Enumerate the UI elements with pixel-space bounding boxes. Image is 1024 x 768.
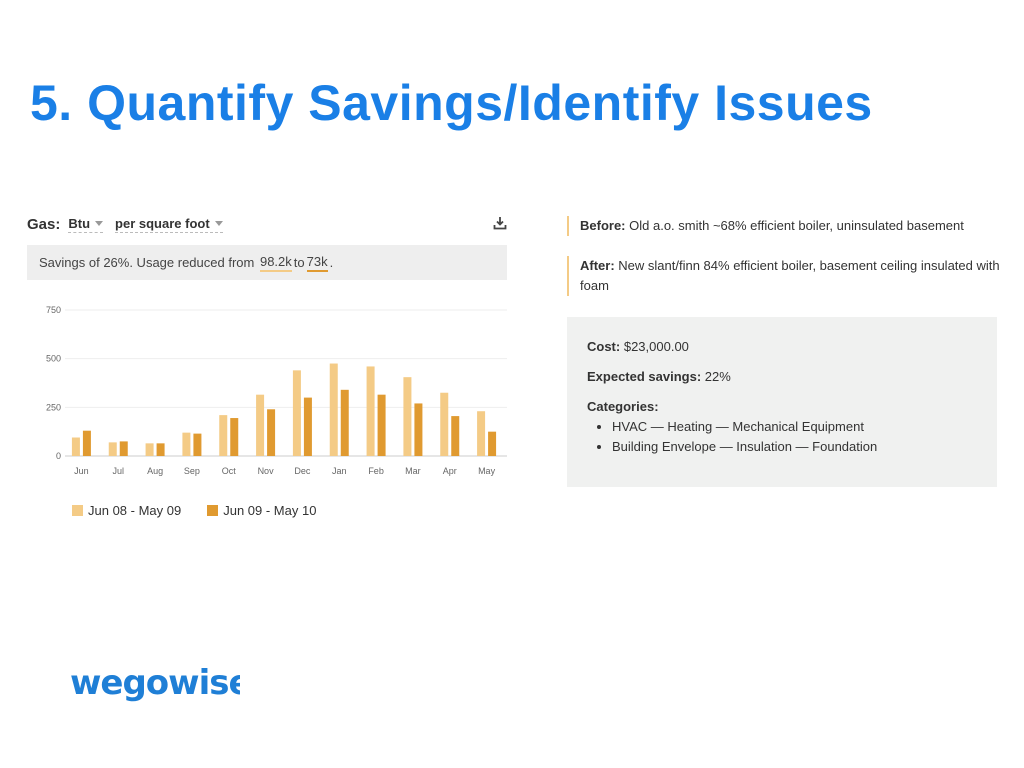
- gas-label: Gas:: [27, 215, 61, 233]
- wegowise-logo: wegowise: [70, 663, 240, 703]
- bar-2-dec[interactable]: [303, 397, 312, 456]
- x-tick-label: Sep: [184, 466, 200, 476]
- cost-label: Cost:: [587, 339, 621, 354]
- bar-2-mar[interactable]: [414, 403, 423, 456]
- bar-2-apr[interactable]: [451, 416, 460, 456]
- logo-text: wegowise: [70, 663, 240, 703]
- bar-1-dec[interactable]: [292, 370, 301, 456]
- legend-swatch: [207, 505, 219, 516]
- project-details: Cost: $23,000.00 Expected savings: 22% C…: [567, 317, 997, 487]
- usage-from-value: 98.2k: [259, 254, 292, 272]
- bar-1-jul[interactable]: [108, 442, 117, 456]
- slide-title: 5. Quantify Savings/Identify Issues: [30, 75, 873, 131]
- savings-summary: Savings of 26%. Usage reduced from 98.2k…: [27, 245, 507, 280]
- x-tick-label: Jul: [112, 466, 124, 476]
- bar-1-apr[interactable]: [440, 392, 449, 456]
- cost-row: Cost: $23,000.00: [587, 339, 689, 354]
- x-tick-label: May: [478, 466, 496, 476]
- chevron-down-icon: [214, 220, 223, 226]
- before-text: Old a.o. smith ~68% efficient boiler, un…: [629, 218, 964, 233]
- bar-2-jun[interactable]: [82, 430, 91, 456]
- x-tick-label: Nov: [258, 466, 275, 476]
- legend-item-series-2[interactable]: Jun 09 - May 10: [207, 503, 316, 518]
- expected-savings-label: Expected savings:: [587, 369, 702, 384]
- bar-1-mar[interactable]: [403, 377, 412, 456]
- usage-to-value: 73k: [306, 254, 328, 272]
- after-text: New slant/finn 84% efficient boiler, bas…: [580, 258, 1000, 293]
- x-tick-label: Dec: [294, 466, 311, 476]
- gas-header: Gas: Btu per square foot: [27, 208, 507, 240]
- bar-1-aug[interactable]: [145, 443, 154, 456]
- x-tick-label: Jun: [74, 466, 89, 476]
- normalization-dropdown[interactable]: per square foot: [115, 216, 223, 233]
- before-note: Before: Old a.o. smith ~68% efficient bo…: [567, 216, 990, 236]
- expected-savings-row: Expected savings: 22%: [587, 369, 731, 384]
- bar-1-oct[interactable]: [219, 415, 228, 456]
- cost-value: $23,000.00: [623, 339, 689, 354]
- expected-savings-value: 22%: [704, 369, 731, 384]
- bar-2-nov[interactable]: [267, 409, 276, 456]
- list-item: HVAC — Heating — Mechanical Equipment: [612, 417, 877, 437]
- after-note: After: New slant/finn 84% efficient boil…: [567, 256, 1000, 296]
- categories-list: HVAC — Heating — Mechanical Equipment Bu…: [612, 417, 877, 457]
- bar-2-sep[interactable]: [193, 433, 202, 456]
- bar-2-may[interactable]: [488, 431, 497, 456]
- bar-1-may[interactable]: [477, 411, 486, 456]
- bar-2-aug[interactable]: [156, 443, 165, 456]
- legend-label: Jun 08 - May 09: [88, 503, 182, 518]
- download-icon[interactable]: [493, 216, 507, 230]
- bar-1-jan[interactable]: [329, 363, 338, 456]
- list-item: Building Envelope — Insulation — Foundat…: [612, 437, 877, 457]
- gas-usage-panel: Gas: Btu per square foot Savings of 26%.…: [27, 208, 507, 280]
- bar-2-jan[interactable]: [340, 389, 349, 456]
- usage-to-word: to: [293, 255, 305, 270]
- bar-1-feb[interactable]: [366, 366, 375, 456]
- legend-swatch: [72, 505, 83, 516]
- x-tick-label: Mar: [405, 466, 421, 476]
- after-label: After:: [580, 258, 615, 273]
- x-tick-label: Aug: [147, 466, 163, 476]
- bar-1-jun[interactable]: [71, 437, 80, 456]
- gas-usage-chart: 0 250 500 750 Jun Jul Aug Sep Oct Nov Dec Jan Feb Mar…: [46, 305, 507, 476]
- legend-label: Jun 09 - May 10: [223, 503, 317, 518]
- bar-1-sep[interactable]: [182, 432, 191, 456]
- bar-2-oct[interactable]: [230, 418, 239, 456]
- bar-2-jul[interactable]: [119, 441, 128, 456]
- x-tick-label: Oct: [222, 466, 237, 476]
- categories-label: Categories:: [587, 399, 659, 414]
- bar-1-nov[interactable]: [256, 394, 265, 456]
- chart-legend: Jun 08 - May 09 Jun 09 - May 10: [72, 503, 342, 518]
- normalization-dropdown-value: per square foot: [115, 215, 210, 231]
- bar-2-feb[interactable]: [377, 394, 386, 456]
- x-tick-label: Feb: [368, 466, 384, 476]
- legend-item-series-1[interactable]: Jun 08 - May 09: [72, 503, 181, 518]
- chevron-down-icon: [95, 220, 104, 226]
- y-tick-label: 500: [46, 354, 61, 364]
- categories-heading: Categories:: [587, 399, 659, 414]
- x-tick-label: Apr: [443, 466, 457, 476]
- x-tick-label: Jan: [332, 466, 347, 476]
- unit-dropdown-value: Btu: [68, 215, 91, 231]
- unit-dropdown[interactable]: Btu: [68, 215, 104, 233]
- before-label: Before:: [580, 218, 626, 233]
- savings-text: Savings of 26%. Usage reduced from: [39, 255, 255, 270]
- end-punct: .: [329, 255, 334, 270]
- y-tick-label: 0: [56, 451, 61, 461]
- y-tick-label: 250: [46, 402, 61, 412]
- y-tick-label: 750: [46, 305, 61, 315]
